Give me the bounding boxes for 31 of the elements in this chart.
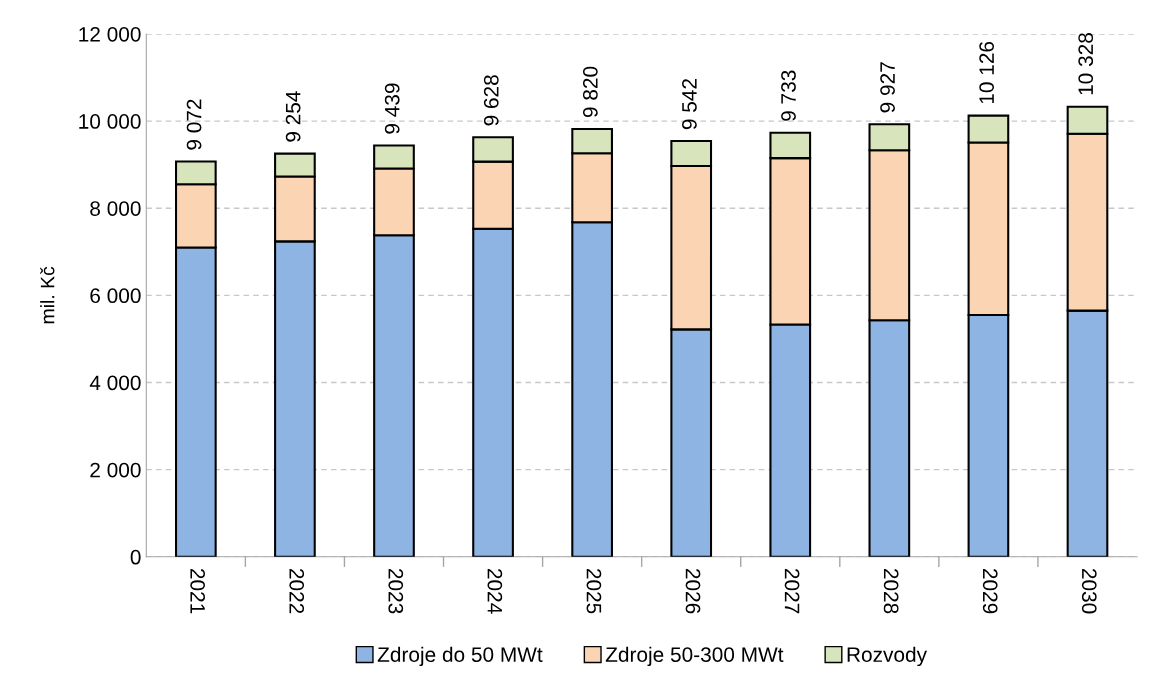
- total-label: 9 542: [682, 79, 697, 130]
- x-tick-label: 2025: [586, 568, 602, 614]
- x-tick-label: 2028: [883, 568, 899, 614]
- total-label: 10 126: [979, 41, 995, 104]
- total-label: 9 820: [582, 66, 598, 118]
- x-tick-label: 2030: [1081, 568, 1097, 614]
- y-tick-label: 8 000: [90, 201, 141, 216]
- x-tick-label: 2022: [289, 568, 305, 614]
- x-tick-label: 2023: [388, 568, 404, 614]
- total-label: 9 254: [285, 91, 301, 142]
- total-label: 9 072: [186, 99, 202, 150]
- y-tick-label: 0: [130, 549, 141, 565]
- legend-label: Zdroje 50-300 MWt: [605, 646, 784, 667]
- x-tick-label: 2029: [982, 568, 998, 614]
- x-tick-label: 2021: [190, 568, 205, 614]
- legend-label: Zdroje do 50 MWt: [377, 646, 543, 667]
- y-tick-label: 6 000: [90, 288, 141, 304]
- y-axis-title: mil. Kč: [40, 266, 55, 324]
- total-label: 9 733: [781, 70, 796, 121]
- legend-label: Rozvody: [847, 646, 927, 667]
- x-tick-label: 2027: [784, 568, 800, 614]
- x-tick-label: 2026: [685, 568, 701, 614]
- total-label: 9 439: [384, 83, 400, 134]
- total-label: 9 927: [880, 62, 895, 113]
- y-tick-label: 10 000: [79, 114, 141, 129]
- x-tick-label: 2024: [487, 568, 503, 614]
- y-tick-label: 2 000: [90, 462, 141, 478]
- y-tick-label: 12 000: [79, 26, 141, 42]
- y-tick-label: 4 000: [89, 375, 141, 391]
- total-label: 9 628: [483, 75, 499, 126]
- total-label: 10 328: [1078, 33, 1094, 95]
